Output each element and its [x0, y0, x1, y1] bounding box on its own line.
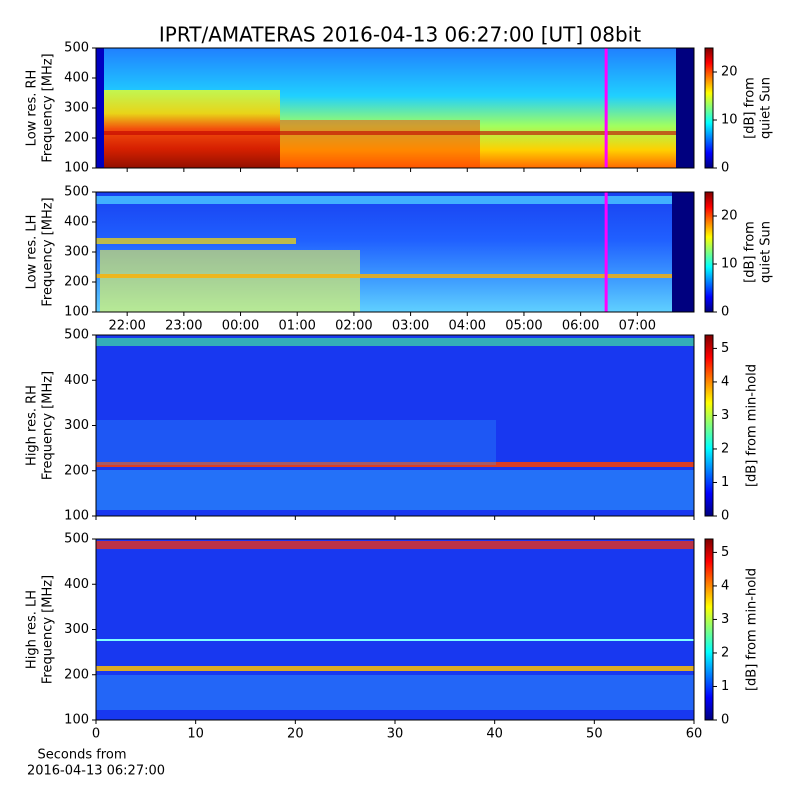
colorbar-tick-label: 20: [721, 65, 738, 80]
y-tick-label: 500: [64, 41, 89, 56]
colorbar-tick-label: 0: [721, 161, 729, 176]
x-tick-label: 10: [187, 727, 204, 742]
y-axis-label: High res. LH: [25, 590, 40, 669]
colorbar: [704, 47, 714, 169]
y-axis-label: High res. RH: [25, 385, 40, 466]
colorbar-tick-label: 0: [721, 509, 729, 524]
colorbar-tick-label: 2: [721, 645, 729, 660]
colorbar-label: [dB] from: [743, 221, 758, 283]
x-axis-label: 2016-04-13 06:27:00: [27, 764, 165, 779]
colorbar-tick-label: 5: [721, 545, 729, 560]
colorbar-tick-label: 20: [721, 209, 738, 224]
y-tick-label: 100: [64, 305, 89, 320]
colorbar-tick-label: 3: [721, 408, 729, 423]
colorbar-tick-label: 4: [721, 374, 729, 389]
x-tick-label: 23:00: [165, 319, 202, 334]
x-tick-label: 00:00: [222, 319, 259, 334]
colorbar-tick-label: 0: [721, 305, 729, 320]
y-axis-label: Frequency [MHz]: [41, 53, 56, 162]
colorbar-label: quiet Sun: [759, 221, 774, 283]
colorbar-tick-label: 5: [721, 341, 729, 356]
colorbar: [704, 538, 714, 721]
colorbar-tick-label: 10: [721, 257, 738, 272]
x-tick-label: 07:00: [619, 319, 656, 334]
y-axis-label: Low res. LH: [25, 215, 40, 290]
y-axis-label: Frequency [MHz]: [41, 575, 56, 684]
colorbar-tick-label: 3: [721, 612, 729, 627]
y-tick-label: 500: [64, 185, 89, 200]
colorbar-tick-label: 0: [721, 713, 729, 728]
y-tick-label: 300: [64, 418, 89, 433]
colorbar-tick-label: 1: [721, 475, 729, 490]
y-axis-label: Frequency [MHz]: [41, 371, 56, 480]
y-tick-label: 400: [64, 373, 89, 388]
colorbar-tick-label: 10: [721, 113, 738, 128]
x-tick-label: 04:00: [449, 319, 486, 334]
y-tick-label: 500: [64, 532, 89, 547]
x-tick-label: 06:00: [562, 319, 599, 334]
y-tick-label: 200: [64, 667, 89, 682]
x-tick-label: 60: [686, 727, 703, 742]
colorbar-tick-label: 2: [721, 441, 729, 456]
x-tick-label: 01:00: [278, 319, 315, 334]
y-tick-label: 300: [64, 101, 89, 116]
colorbar-tick-label: 1: [721, 679, 729, 694]
colorbar-label: [dB] from: [743, 77, 758, 139]
x-tick-label: 03:00: [392, 319, 429, 334]
colorbar: [704, 191, 714, 313]
y-tick-label: 100: [64, 509, 89, 524]
x-tick-label: 40: [486, 727, 503, 742]
spectrogram: [96, 48, 694, 720]
y-tick-label: 100: [64, 713, 89, 728]
y-tick-label: 200: [64, 131, 89, 146]
y-tick-label: 200: [64, 463, 89, 478]
x-axis-label: Seconds from: [37, 748, 126, 763]
x-tick-label: 02:00: [335, 319, 372, 334]
x-tick-label: 0: [92, 727, 100, 742]
x-tick-label: 30: [387, 727, 404, 742]
colorbar: [704, 334, 714, 517]
colorbar-label: [dB] from min-hold: [745, 364, 760, 487]
colorbar-label: [dB] from min-hold: [745, 568, 760, 691]
chart-title: IPRT/AMATERAS 2016-04-13 06:27:00 [UT] 0…: [159, 23, 641, 47]
x-tick-label: 22:00: [108, 319, 145, 334]
y-tick-label: 400: [64, 577, 89, 592]
colorbar-tick-label: 4: [721, 578, 729, 593]
x-tick-label: 05:00: [505, 319, 542, 334]
y-axis-label: Low res. RH: [25, 70, 40, 147]
y-tick-label: 400: [64, 71, 89, 86]
y-tick-label: 300: [64, 622, 89, 637]
x-tick-label: 20: [287, 727, 304, 742]
y-tick-label: 300: [64, 245, 89, 260]
y-tick-label: 500: [64, 328, 89, 343]
colorbar-label: quiet Sun: [759, 77, 774, 139]
y-tick-label: 200: [64, 275, 89, 290]
x-tick-label: 50: [586, 727, 603, 742]
y-axis-label: Frequency [MHz]: [41, 197, 56, 306]
y-tick-label: 100: [64, 161, 89, 176]
y-tick-label: 400: [64, 215, 89, 230]
